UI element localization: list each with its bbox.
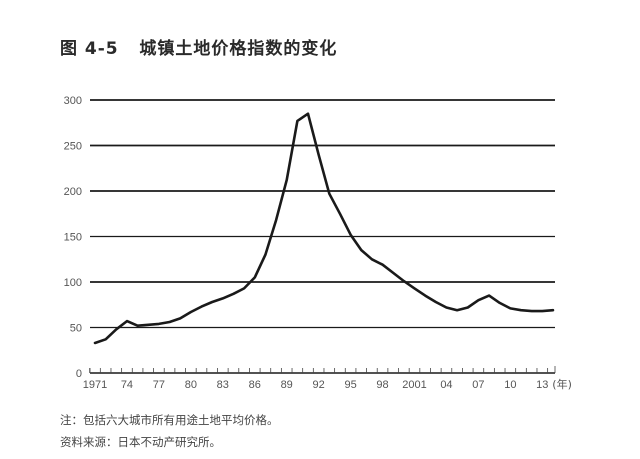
x-tick-label: 92 xyxy=(313,379,325,391)
chart-title: 图 4-5 城镇土地价格指数的变化 xyxy=(60,39,338,59)
x-tick-label: 74 xyxy=(121,379,133,391)
source-note: 资料来源：日本不动产研究所。 xyxy=(60,435,221,449)
x-tick-label: 04 xyxy=(440,379,452,391)
y-tick-label: 50 xyxy=(70,323,82,335)
price-index-line xyxy=(93,112,555,345)
gridlines xyxy=(90,99,555,329)
x-tick-label: 83 xyxy=(217,379,229,391)
x-tick-label: 95 xyxy=(344,379,356,391)
x-tick-label: 13 xyxy=(536,379,548,391)
y-tick-label: 150 xyxy=(64,232,82,244)
x-tick-label: 86 xyxy=(249,379,261,391)
footnote: 注：包括六大城市所有用途土地平均价格。 xyxy=(60,413,279,427)
x-tick-label: 89 xyxy=(281,379,293,391)
y-axis-labels: 0 50 100 150 200 250 300 xyxy=(64,95,82,380)
y-tick-label: 200 xyxy=(64,186,82,198)
x-tick-label: 98 xyxy=(376,379,388,391)
x-tick-label: 77 xyxy=(153,379,165,391)
y-tick-label: 100 xyxy=(64,277,82,289)
y-tick-label: 250 xyxy=(64,141,82,153)
x-axis-labels: 1971 74 77 80 83 86 89 92 95 98 2001 04 07 10 13 (年) xyxy=(83,377,572,391)
x-tick-label: 10 xyxy=(504,379,516,391)
x-tick-label: 80 xyxy=(185,379,197,391)
x-tick-label: 07 xyxy=(472,379,484,391)
x-tick-label: 1971 xyxy=(83,379,107,391)
x-tick-label: 2001 xyxy=(402,379,426,391)
y-tick-label: 300 xyxy=(64,95,82,107)
x-axis xyxy=(89,366,556,374)
y-tick-label: 0 xyxy=(76,368,82,380)
x-unit-label: (年) xyxy=(552,377,572,391)
